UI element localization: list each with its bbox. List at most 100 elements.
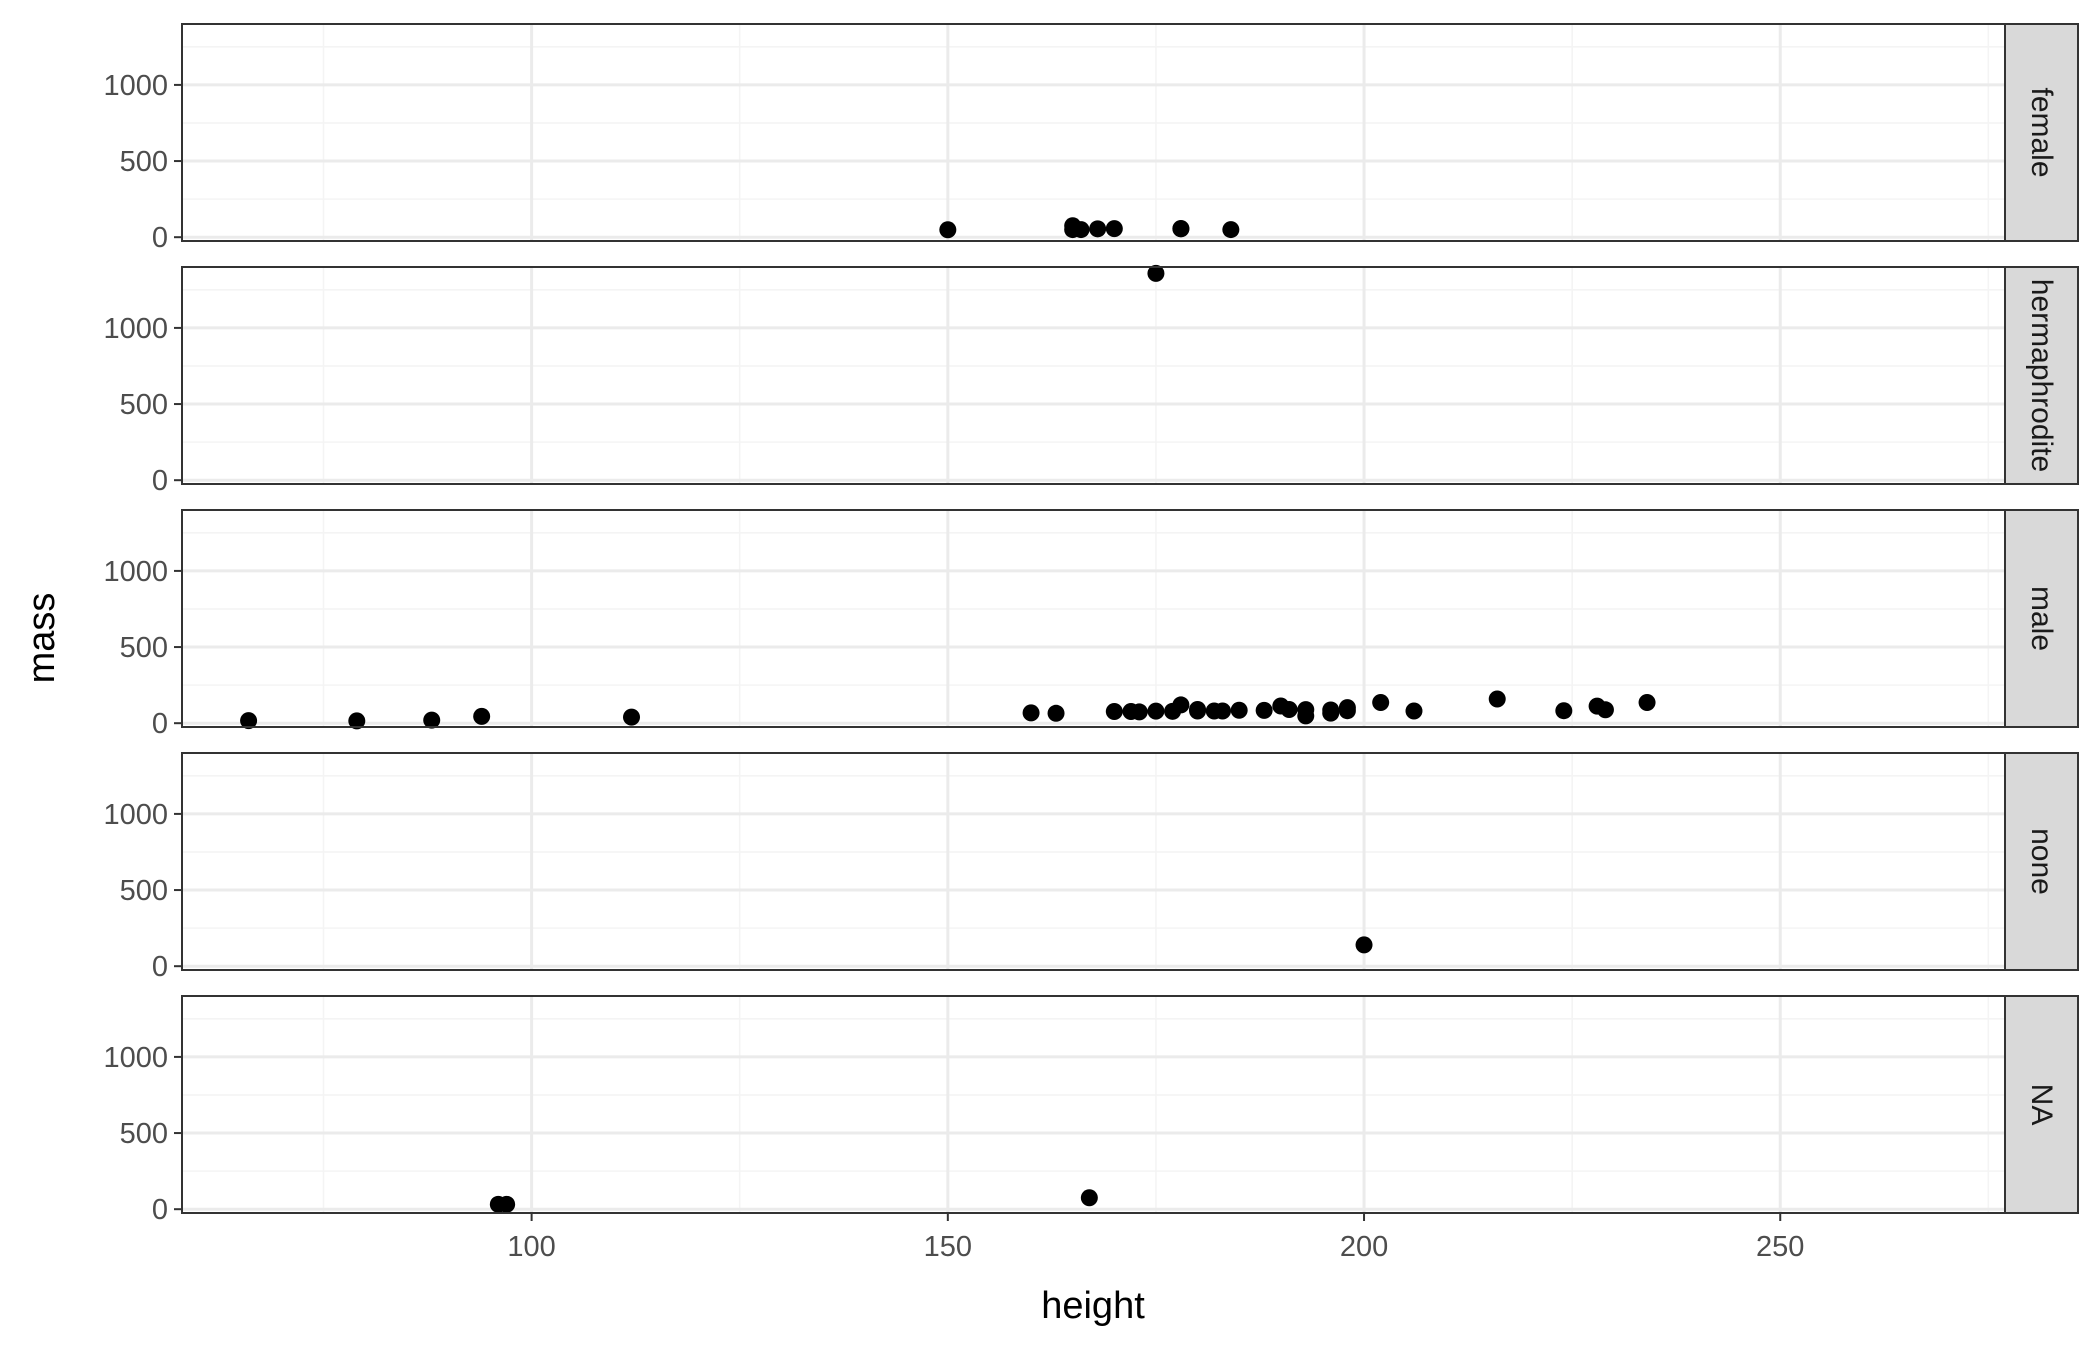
data-point [1596,701,1614,719]
data-point [1147,264,1165,282]
panel-grid [182,24,2005,241]
x-axis-title: height [1041,1285,1145,1327]
x-tick-label: 100 [507,1231,555,1263]
y-tick-label: 1000 [103,70,168,102]
data-point [1072,221,1090,239]
y-tick-label: 1000 [103,799,168,831]
y-tick-label: 0 [152,1194,168,1226]
data-point [1230,701,1248,719]
y-tick-label: 1000 [103,556,168,588]
strip-background [2004,23,2079,242]
panel-grid [182,753,2005,970]
data-point [1105,220,1123,238]
facet-panel-na: 0 500 1000 NA [103,995,2079,1226]
data-point [1255,701,1273,719]
data-point [240,712,258,730]
data-point [1172,220,1190,238]
y-tick-label: 1000 [103,313,168,345]
data-point [1022,704,1040,722]
data-point [1322,701,1340,719]
facet-strip-none: none [2004,752,2079,971]
data-point [348,712,366,730]
y-tick-label: 500 [120,389,168,421]
points-female [939,217,1240,239]
facet-panel-hermaphrodite: 0 500 1000 hermaphrodite [103,264,2079,497]
data-point [498,1195,516,1213]
data-point [1222,221,1240,239]
strip-label-clip: male [2025,586,2058,651]
data-point [473,707,491,725]
strip-label-clip: female [2025,87,2058,177]
data-point [1080,1189,1098,1207]
y-tick-label: 500 [120,1118,168,1150]
points-hermaphrodite [1147,264,1165,282]
facet-strip-female: female [2004,23,2079,242]
facet-strip-na: NA [2004,995,2079,1214]
points-male [240,690,1656,730]
points-na [489,1189,1098,1213]
data-point [1130,703,1148,721]
points-none [1355,936,1373,954]
panel-background [182,753,2005,970]
x-axis: 100 150 200 250 [507,1213,1804,1263]
y-tick-label: 0 [152,708,168,740]
facet-panel-none: 0 500 1000 none [103,752,2079,983]
panels-layer: 0 500 1000 female 0 500 1000 hermaphrodite 0 500 1… [103,23,2079,1226]
strip-background [2004,995,2079,1214]
data-point [1105,702,1123,720]
x-tick-label: 150 [924,1231,972,1263]
data-point [1488,690,1506,708]
data-point [1638,693,1656,711]
data-point [939,221,957,239]
strip-label-clip: hermaphrodite [2025,279,2058,472]
strip-background [2004,509,2079,728]
data-point [623,708,641,726]
facet-panel-male: 0 500 1000 male [103,509,2079,740]
data-point [1189,702,1207,720]
data-point [423,711,441,729]
y-tick-label: 0 [152,465,168,497]
panel-grid [182,267,2005,484]
strip-label: none [2025,828,2058,895]
strip-background [2004,752,2079,971]
facet-strip-hermaphrodite: hermaphrodite [2004,266,2079,485]
data-point [1338,702,1356,720]
data-point [1405,702,1423,720]
panel-grid [182,510,2005,727]
strip-label-clip: none [2025,828,2058,895]
data-point [1089,220,1107,238]
y-tick-label: 0 [152,222,168,254]
data-point [1280,700,1298,718]
facet-strip-male: male [2004,509,2079,728]
x-tick-label: 250 [1756,1231,1804,1263]
strip-label-clip: NA [2025,1084,2058,1126]
data-point [1172,696,1190,714]
data-point [1372,693,1390,711]
y-tick-label: 500 [120,875,168,907]
y-axis-title: mass [21,593,63,684]
y-tick-label: 0 [152,951,168,983]
y-tick-label: 500 [120,146,168,178]
y-tick-label: 500 [120,632,168,664]
panel-grid [182,996,2005,1213]
data-point [1047,704,1065,722]
x-tick-label: 200 [1340,1231,1388,1263]
panel-background [182,267,2005,484]
y-tick-label: 1000 [103,1042,168,1074]
panel-background [182,510,2005,727]
panel-background [182,24,2005,241]
facet-panel-female: 0 500 1000 female [103,23,2079,254]
data-point [1355,936,1373,954]
data-point [1555,702,1573,720]
strip-label: NA [2025,1084,2058,1126]
panel-background [182,996,2005,1213]
strip-label: male [2025,586,2058,651]
data-point [1214,702,1232,720]
strip-label: hermaphrodite [2025,279,2058,472]
strip-background [2004,266,2079,485]
strip-label: female [2025,87,2058,177]
data-point [1297,707,1315,725]
data-point [1147,702,1165,720]
